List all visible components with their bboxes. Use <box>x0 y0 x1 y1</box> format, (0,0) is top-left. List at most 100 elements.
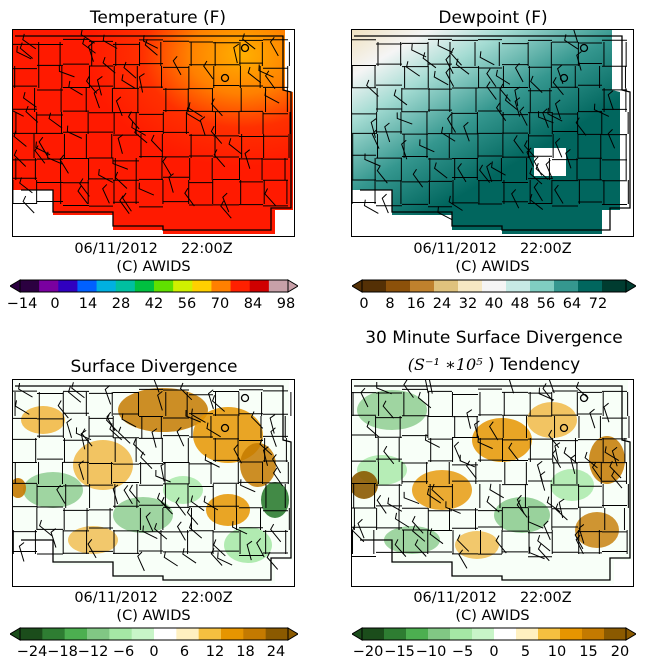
wind-barb <box>244 149 251 169</box>
colorbar-tick-label: 12 <box>205 644 225 660</box>
wind-barb <box>554 138 563 158</box>
colorbar-swatch <box>506 280 531 292</box>
wind-barb <box>448 195 463 211</box>
wind-barb <box>186 107 201 123</box>
colorbar-tick-label: 28 <box>111 296 131 312</box>
wind-barb <box>182 548 197 564</box>
colorbar-tick-label: 0 <box>359 296 369 312</box>
wind-barb <box>121 413 137 428</box>
wind-barb <box>210 548 223 566</box>
wind-barb <box>411 515 424 534</box>
wind-barb <box>269 414 276 434</box>
wind-barb <box>102 56 116 74</box>
wind-barb <box>441 126 456 142</box>
colorbar-swatch <box>516 628 539 640</box>
colorbar-tick-label: −12 <box>77 644 109 660</box>
colorbar-tick-label: −14 <box>6 296 38 312</box>
wind-barb <box>458 549 468 569</box>
wind-barb <box>78 460 85 480</box>
colorbar-frame <box>19 279 289 293</box>
wind-barb <box>264 89 280 104</box>
wind-barb <box>213 149 226 168</box>
wind-barb <box>211 395 225 412</box>
colorbar-tick-label: −5 <box>451 644 474 660</box>
colorbar-tick-label: 14 <box>78 296 98 312</box>
wind-barb <box>272 467 284 487</box>
wind-barb <box>119 195 130 214</box>
panel-title: Dewpoint (F) <box>438 8 548 28</box>
wind-barb <box>272 454 282 474</box>
colorbar-tick-label: 32 <box>458 296 478 312</box>
wind-barb <box>262 446 269 466</box>
wind-barb <box>270 427 277 447</box>
colorbar-low-arrow <box>10 627 21 641</box>
colorbar-tick-label: 18 <box>236 644 255 660</box>
colorbar-frame <box>361 279 627 293</box>
wind-barb <box>425 380 429 394</box>
wind-barb <box>384 122 391 143</box>
colorbar-swatch <box>96 280 117 292</box>
wind-barb <box>102 184 110 204</box>
colorbar-swatch <box>243 628 267 640</box>
wind-barb <box>394 512 410 528</box>
wind-barb <box>457 163 467 183</box>
wind-barb <box>82 37 96 54</box>
wind-barb <box>574 529 584 550</box>
wind-barb <box>85 75 98 94</box>
temperature-map <box>12 29 295 237</box>
wind-barb <box>412 168 424 188</box>
colorbar-swatch <box>265 628 289 640</box>
wind-barb <box>240 479 256 493</box>
wind-barb <box>102 34 118 49</box>
wind-barb <box>429 380 433 394</box>
wind-barb <box>514 63 524 83</box>
wind-barb <box>144 39 158 56</box>
colorbar-tick-label: 5 <box>520 644 531 660</box>
wind-barb <box>366 420 380 438</box>
wind-barb <box>66 125 83 139</box>
wind-barb <box>220 200 232 219</box>
divergence-timestamp: 06/11/2012 22:00Z <box>74 590 233 606</box>
wind-barb <box>508 442 519 461</box>
colorbar-swatch <box>582 628 605 640</box>
wind-barb <box>433 162 448 179</box>
wind-barb <box>232 521 248 535</box>
wind-barb <box>376 494 387 514</box>
colorbar-tick-label: 56 <box>177 296 197 312</box>
wind-barb <box>456 534 470 552</box>
wind-barb <box>466 460 477 479</box>
station-calm-marker <box>220 73 230 83</box>
wind-barb <box>228 138 242 155</box>
wind-barb <box>39 519 53 537</box>
station-calm-marker <box>240 393 250 403</box>
temperature-colorbar <box>10 279 298 293</box>
panel-title: Temperature (F) <box>89 8 227 28</box>
wind-barb <box>424 434 440 448</box>
wind-barb <box>80 30 95 44</box>
wind-barb <box>123 485 133 505</box>
colorbar-swatch <box>221 628 244 640</box>
wind-barb <box>537 534 551 552</box>
wind-barb <box>81 428 93 447</box>
wind-barb <box>376 381 392 395</box>
wind-barb <box>486 495 500 513</box>
wind-barb <box>56 484 66 504</box>
wind-barb <box>48 112 63 129</box>
wind-barb <box>575 117 587 136</box>
wind-barb <box>546 496 561 513</box>
wind-barb <box>376 165 388 184</box>
wind-barb <box>459 454 476 468</box>
wind-barb <box>360 387 369 408</box>
wind-barb <box>589 408 596 429</box>
wind-barb <box>266 551 279 570</box>
dewpoint-map <box>351 29 634 237</box>
wind-barb <box>80 429 87 450</box>
colorbar-tick-label: 70 <box>210 296 230 312</box>
divergence-credit: (C) AWIDS <box>116 608 191 624</box>
wind-barb <box>176 521 186 541</box>
wind-barb <box>204 454 220 468</box>
wind-barb <box>270 523 282 543</box>
wind-barb <box>217 552 233 566</box>
station-calm-marker <box>559 423 569 433</box>
colorbar-swatch <box>472 628 495 640</box>
